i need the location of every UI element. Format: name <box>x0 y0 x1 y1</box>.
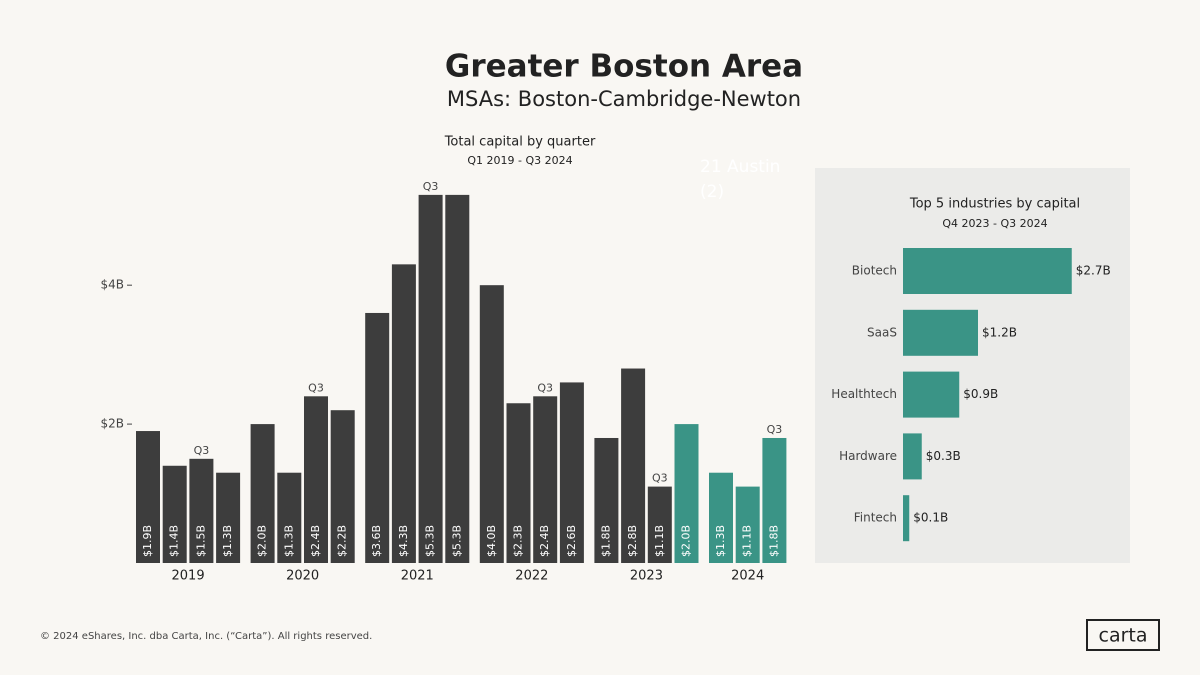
chart-title: Total capital by quarter <box>444 135 596 150</box>
annotation: Q3 <box>423 180 439 193</box>
value-label: $2.4B <box>538 525 551 557</box>
value-label: $2.7B <box>1076 264 1111 278</box>
year-label: 2021 <box>401 569 434 584</box>
value-label: $2.0B <box>680 525 693 557</box>
value-label: $0.1B <box>913 511 948 525</box>
value-label: $2.4B <box>309 525 322 557</box>
category-label: Healthtech <box>831 387 897 401</box>
annotation: Q3 <box>537 381 553 394</box>
bar <box>479 285 504 563</box>
year-label: 2019 <box>172 569 205 584</box>
logo: carta <box>1099 625 1148 647</box>
panel <box>815 168 1130 563</box>
bar <box>250 424 275 563</box>
bar <box>647 486 672 563</box>
value-label: $2.0B <box>256 525 269 557</box>
annotation: Q3 <box>767 423 783 436</box>
bar <box>189 458 214 563</box>
bar <box>903 371 960 418</box>
value-label: $2.6B <box>565 525 578 557</box>
value-label: $0.9B <box>963 387 998 401</box>
category-label: Hardware <box>839 449 897 463</box>
bar <box>594 437 619 563</box>
category-label: SaaS <box>867 325 897 339</box>
page-title: Greater Boston Area <box>445 49 803 85</box>
bar <box>903 495 910 542</box>
category-label: Fintech <box>854 511 897 525</box>
year-label: 2023 <box>630 569 663 584</box>
logo-box <box>1086 619 1160 651</box>
bar <box>533 396 558 563</box>
year-label: 2022 <box>515 569 548 584</box>
overlay-text: (2) <box>700 182 724 202</box>
bar <box>674 424 699 563</box>
bar <box>216 472 241 563</box>
value-label: $2.2B <box>336 525 349 557</box>
value-label: $1.4B <box>168 525 181 557</box>
value-label: $1.3B <box>221 525 234 557</box>
value-label: $1.8B <box>599 525 612 557</box>
bar <box>365 312 390 563</box>
bar <box>136 431 160 563</box>
y-tick-label: $2B <box>100 417 124 431</box>
value-label: $4.3B <box>397 525 410 557</box>
year-label: 2024 <box>731 569 764 584</box>
value-label: $5.3B <box>450 525 463 557</box>
page-subtitle: MSAs: Boston-Cambridge-Newton <box>447 87 801 111</box>
value-label: $4.0B <box>485 525 498 557</box>
bar <box>735 486 760 563</box>
value-label: $1.5B <box>194 525 207 557</box>
category-label: Biotech <box>852 264 897 278</box>
chart-subtitle: Q1 2019 - Q3 2024 <box>467 154 572 167</box>
value-label: $1.3B <box>282 525 295 557</box>
bar <box>330 410 355 563</box>
bar <box>277 472 302 563</box>
bar <box>621 368 646 563</box>
y-tick-label: $4B <box>100 278 124 292</box>
year-label: 2020 <box>286 569 319 584</box>
value-label: $3.6B <box>370 525 383 557</box>
value-label: $1.8B <box>767 525 780 557</box>
bar <box>559 382 584 563</box>
value-label: $1.9B <box>141 525 154 557</box>
bar <box>903 433 922 480</box>
bar <box>162 465 187 563</box>
value-label: $2.3B <box>512 525 525 557</box>
chart-title: Top 5 industries by capital <box>909 197 1080 212</box>
value-label: $1.3B <box>714 525 727 557</box>
overlay-text: 21 Austin <box>700 157 780 177</box>
value-label: $1.2B <box>982 325 1017 339</box>
value-label: $0.3B <box>926 449 961 463</box>
copyright: © 2024 eShares, Inc. dba Carta, Inc. (“C… <box>40 631 372 642</box>
bar <box>304 396 328 563</box>
bar <box>709 472 733 563</box>
value-label: $2.8B <box>626 525 639 557</box>
bar <box>391 264 416 563</box>
annotation: Q3 <box>652 472 668 485</box>
bar <box>506 403 531 563</box>
bar <box>903 248 1072 294</box>
chart-subtitle: Q4 2023 - Q3 2024 <box>942 217 1047 230</box>
bar <box>762 437 787 563</box>
bar <box>445 194 470 563</box>
annotation: Q3 <box>308 381 324 394</box>
bar <box>418 194 443 563</box>
value-label: $5.3B <box>424 525 437 557</box>
bar <box>903 309 978 356</box>
annotation: Q3 <box>194 444 210 457</box>
value-label: $1.1B <box>741 525 754 557</box>
value-label: $1.1B <box>653 525 666 557</box>
